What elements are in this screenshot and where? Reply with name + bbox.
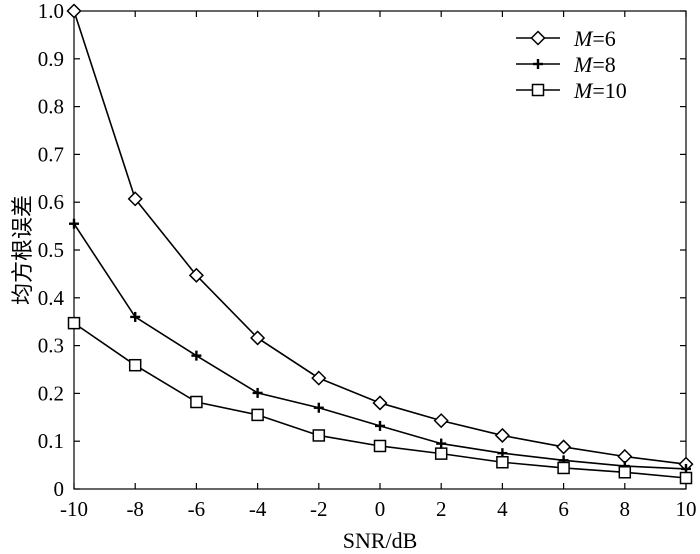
data-point <box>617 448 633 465</box>
data-point <box>128 358 142 372</box>
series-square <box>67 316 693 485</box>
legend-label: M=6 <box>573 26 616 51</box>
x-tick-label: -6 <box>188 497 206 521</box>
x-tick-label: 10 <box>676 497 697 521</box>
legend-label-value: =10 <box>592 78 626 103</box>
data-point <box>66 3 82 19</box>
series-plus <box>69 218 691 474</box>
legend-label-variable: M <box>573 26 594 51</box>
data-point <box>496 455 509 469</box>
y-tick-label: 0.7 <box>38 142 64 166</box>
x-tick-label: -4 <box>249 497 267 521</box>
legend-label-variable: M <box>573 78 594 103</box>
data-point <box>433 413 449 429</box>
y-tick-label: 0.1 <box>38 429 64 453</box>
data-point <box>373 439 387 453</box>
y-tick-label: 0.8 <box>38 95 64 119</box>
x-tick-label: -8 <box>126 497 144 521</box>
legend-marker <box>530 30 546 46</box>
x-axis-title: SNR/dB <box>343 528 418 553</box>
data-point <box>436 438 447 449</box>
y-tick-label: 0.3 <box>38 334 64 358</box>
series-diamond <box>66 3 694 472</box>
x-tick-label: -2 <box>310 497 328 521</box>
data-point <box>372 395 388 411</box>
legend: M=6M=8M=10 <box>516 26 627 103</box>
data-point <box>556 439 572 455</box>
legend-entry: M=6 <box>516 26 616 51</box>
x-tick-label: 6 <box>558 497 569 521</box>
data-point <box>67 316 81 330</box>
y-tick-label: 0.2 <box>38 381 64 405</box>
data-point <box>375 420 385 431</box>
legend-marker <box>533 59 543 69</box>
data-point <box>494 427 510 444</box>
data-point <box>311 370 327 386</box>
data-point <box>69 218 79 229</box>
y-tick-label: 0.4 <box>38 286 65 310</box>
data-point <box>127 191 143 207</box>
legend-marker <box>531 83 545 97</box>
x-tick-label: 8 <box>620 497 631 521</box>
data-point <box>251 408 264 422</box>
y-axis-title: 均方根误差 <box>10 195 35 305</box>
x-axis-ticks: -10 -8 -6 -4 -2 0 2 4 6 8 10 <box>60 11 697 521</box>
series-layer <box>66 3 694 485</box>
x-tick-label: 2 <box>436 497 447 521</box>
y-tick-label: 1.0 <box>38 0 64 23</box>
data-point <box>190 395 203 409</box>
data-point <box>252 387 263 398</box>
legend-label-variable: M <box>573 52 594 77</box>
y-tick-label: 0.5 <box>38 238 64 262</box>
data-point <box>188 267 204 283</box>
series-line <box>73 223 687 470</box>
data-point <box>679 471 693 485</box>
legend-label-value: =6 <box>592 26 615 51</box>
legend-label: M=10 <box>573 78 627 103</box>
data-point <box>191 350 202 361</box>
data-point <box>434 447 448 460</box>
data-point <box>312 429 326 442</box>
data-point <box>618 466 632 479</box>
y-tick-label: 0.9 <box>38 47 64 71</box>
y-tick-label: 0.6 <box>38 190 64 214</box>
x-tick-label: 4 <box>497 497 508 521</box>
legend-entry: M=8 <box>516 52 616 77</box>
legend-label-value: =8 <box>592 52 615 77</box>
data-point <box>130 311 141 322</box>
y-axis-ticks: 0 0.1 0.2 0.3 0.4 0.5 0.6 0.7 0.8 0.9 1.0 <box>38 0 686 501</box>
data-point <box>313 402 324 413</box>
legend-entry: M=10 <box>516 78 627 103</box>
x-tick-label: 0 <box>375 497 386 521</box>
data-point <box>557 461 570 475</box>
x-tick-label: -10 <box>60 497 88 521</box>
data-point <box>250 330 266 346</box>
y-tick-label: 0 <box>54 477 65 501</box>
legend-label: M=8 <box>573 52 616 77</box>
